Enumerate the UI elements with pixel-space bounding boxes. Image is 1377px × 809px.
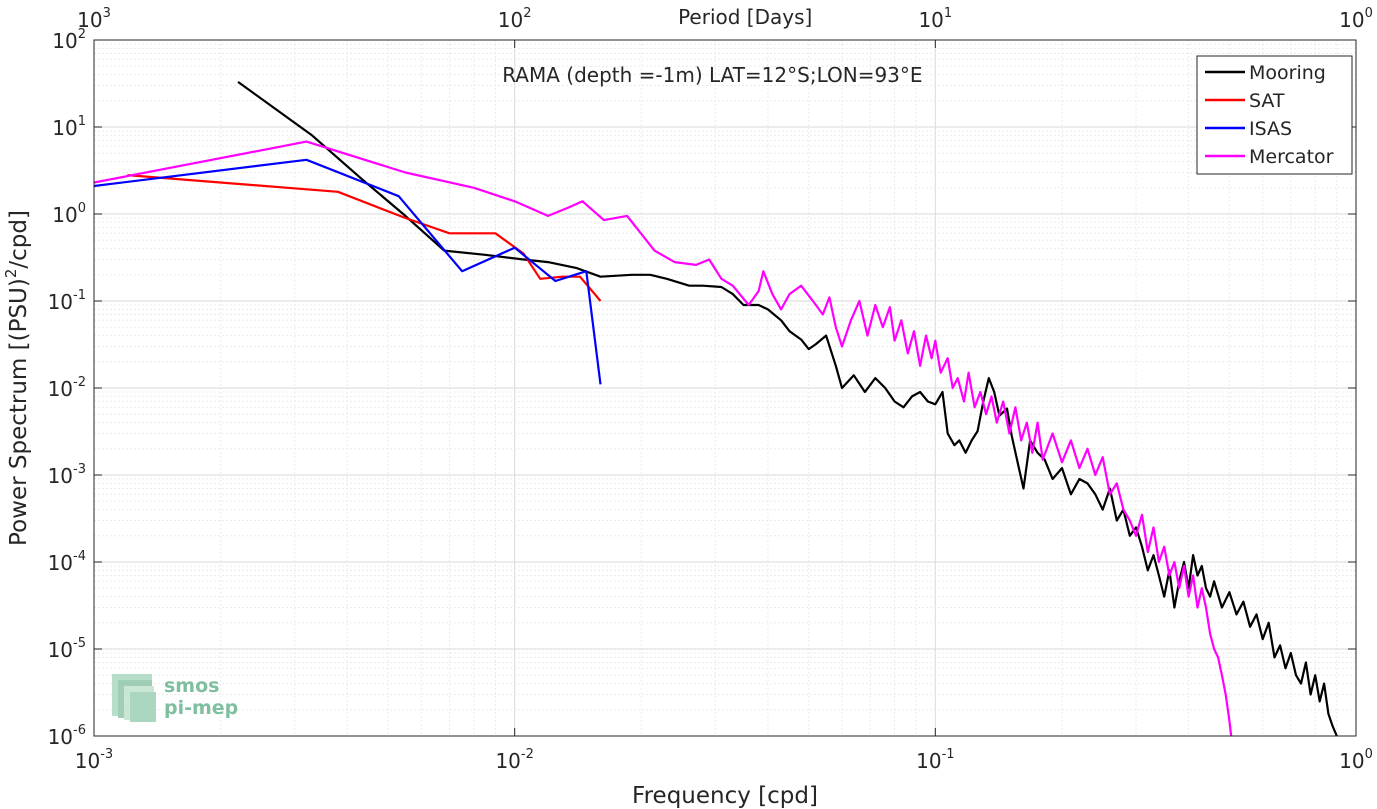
- x-axis-label: Frequency [cpd]: [632, 783, 818, 809]
- series-line-isas: [94, 158, 602, 385]
- legend-box: [1196, 55, 1353, 175]
- legend-label-mooring: Mooring: [1249, 62, 1326, 84]
- logo-text-pi-mep: pi-mep: [164, 697, 238, 719]
- x-tick-label: 10-1: [916, 747, 954, 773]
- legend: Mooring SAT ISAS Mercator: [1196, 55, 1353, 175]
- y-tick-label: 10-4: [48, 549, 86, 575]
- x2-tick-label: 100: [1339, 6, 1373, 32]
- legend-label-mercator: Mercator: [1249, 146, 1334, 168]
- y-tick-label: 10-5: [48, 636, 86, 662]
- x-tick-label: 10-2: [495, 747, 533, 773]
- y-tick-label: 10-2: [48, 375, 86, 401]
- y-tick-label: 101: [52, 114, 86, 140]
- x-tick-label: 100: [1339, 747, 1373, 773]
- grid: [94, 40, 1356, 736]
- series-line-mercator: [94, 140, 1233, 736]
- y-axis-label: Power Spectrum [(PSU)2/cpd]: [2, 210, 32, 546]
- logo-text-smos: smos: [164, 675, 219, 697]
- top-axis-label: Period [Days]: [678, 5, 812, 29]
- x2-tick-label: 101: [918, 6, 952, 32]
- chart-title: RAMA (depth =-1m) LAT=12°S;LON=93°E: [502, 63, 922, 87]
- y-tick-label: 100: [52, 201, 86, 227]
- x-tick-label: 10-3: [75, 747, 113, 773]
- x2-tick-label: 102: [498, 6, 532, 32]
- y-tick-label: 102: [52, 27, 86, 53]
- legend-label-isas: ISAS: [1249, 118, 1292, 140]
- y-tick-label: 10-6: [48, 723, 86, 749]
- series-line-mooring: [237, 81, 1338, 736]
- y-tick-label: 10-3: [48, 462, 86, 488]
- legend-label-sat: SAT: [1249, 90, 1285, 112]
- logo-mark-icon: [112, 674, 156, 722]
- smos-pi-mep-logo: smos pi-mep: [112, 674, 238, 722]
- x2-tick-label: 103: [77, 6, 111, 32]
- y-tick-label: 10-1: [48, 288, 86, 314]
- series-lines: [94, 81, 1338, 736]
